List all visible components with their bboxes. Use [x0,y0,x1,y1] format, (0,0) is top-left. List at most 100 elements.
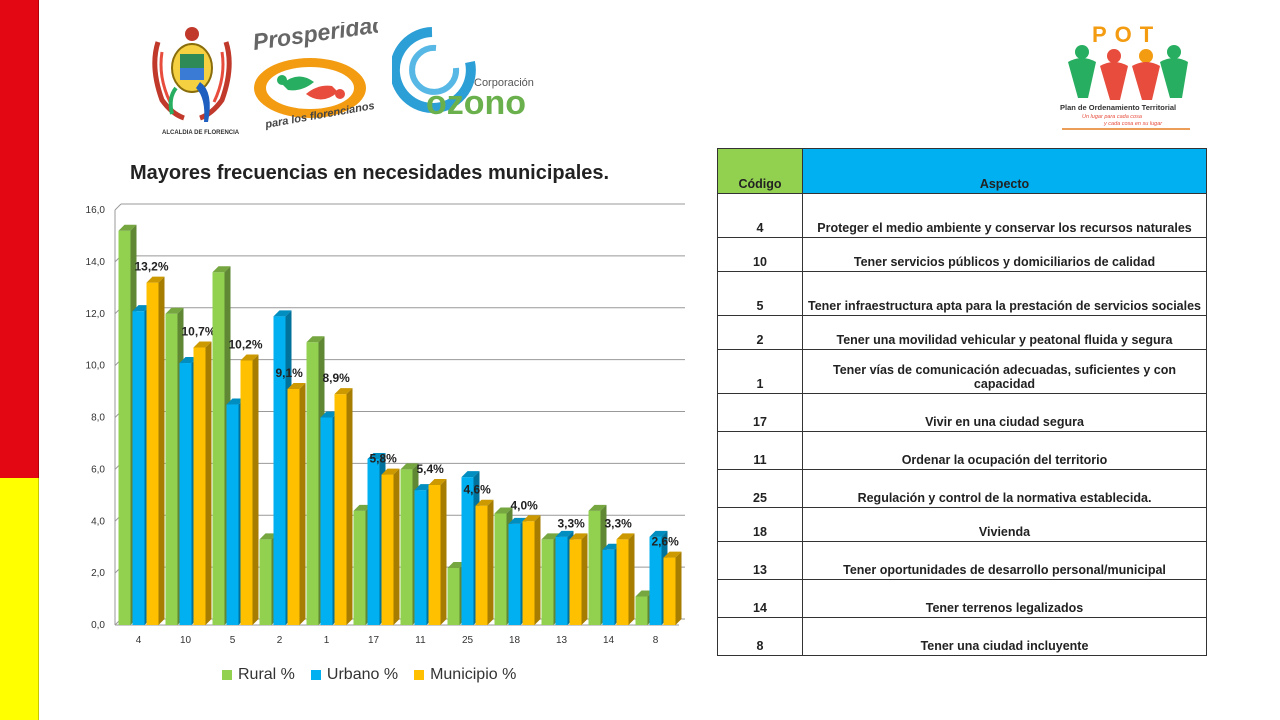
ozono-prefix: Corporación [474,77,534,89]
cell-aspecto: Proteger el medio ambiente y conservar l… [802,193,1207,238]
header-codigo: Código [717,148,803,194]
cell-aspecto: Regulación y control de la normativa est… [802,469,1207,508]
bar-side [581,533,588,625]
bar-urbano [179,363,192,625]
y-tick-label: 0,0 [91,620,105,631]
bar-side [628,533,635,625]
legend-item-municipio: Municipio % [414,666,516,684]
bar-urbano [320,417,333,625]
cell-aspecto: Tener infraestructura apta para la prest… [802,271,1207,316]
table-row: 10 Tener servicios públicos y domiciliari… [717,237,1207,272]
pot-logo-icon: POT Plan de Ordenamiento Territorial Un … [1060,22,1190,130]
data-label: 3,3% [605,516,633,530]
x-tick-label: 18 [509,635,521,646]
cell-codigo: 10 [717,237,803,272]
data-label: 13,2% [135,260,169,274]
bar-rural [118,230,131,625]
x-tick-label: 2 [277,635,283,646]
bar-chart: 0,0 2,0 4,0 6,0 8,0 10,0 12,0 14,0 16,0 13,2% 4 10,… [86,203,685,646]
cell-aspecto: Ordenar la ocupación del territorio [802,431,1207,470]
cell-aspecto: Tener oportunidades de desarrollo person… [802,541,1207,580]
bar-urbano [461,477,474,625]
flag-stripe-yellow [0,478,39,720]
cell-codigo: 14 [717,579,803,618]
cell-aspecto: Tener una movilidad vehicular y peatonal… [802,315,1207,350]
data-label: 5,4% [417,462,445,476]
table-row: 1 Tener vías de comunicación adecuadas, s… [717,349,1207,394]
bar-rural [635,596,648,625]
table-row: 4 Proteger el medio ambiente y conservar … [717,193,1207,238]
header-aspecto: Aspecto [802,148,1207,194]
data-label: 9,1% [276,366,304,380]
bar-urbano [508,523,521,625]
bar-side [487,499,494,625]
bar-side [534,515,541,625]
bar-urbano [367,459,380,625]
cell-aspecto: Tener una ciudad incluyente [802,617,1207,656]
bar-municipio [428,484,441,625]
cell-aspecto: Vivienda [802,507,1207,542]
data-label: 5,8% [370,452,398,466]
y-tick-label: 6,0 [91,464,105,475]
data-label: 10,2% [229,337,263,351]
bar-municipio [381,474,394,625]
bar-municipio [616,539,629,625]
pot-acronym: POT [1092,22,1161,47]
pot-logo: POT Plan de Ordenamiento Territorial Un … [1058,20,1194,132]
bar-municipio [287,388,300,625]
bar-urbano [555,536,568,625]
table-row: 17 Vivir en una ciudad segura [717,393,1207,432]
bar-side [158,276,165,625]
prosperidad-title: Prosperidad [251,22,378,55]
bar-rural [259,539,272,625]
cell-aspecto: Tener terrenos legalizados [802,579,1207,618]
prosperidad-logo-icon: Prosperidad para los florencianos [251,10,388,131]
table-row: 18 Vivienda [717,507,1207,542]
data-label: 2,6% [652,535,680,549]
cell-codigo: 17 [717,393,803,432]
alcaldia-logo: ALCALDIA DE FLORENCIA [148,22,239,140]
bar-urbano [273,316,286,625]
prosperidad-logo: Prosperidad para los florencianos [248,10,388,134]
bar-rural [353,510,366,625]
ozono-logo-icon: Corporación ozono [389,27,534,122]
bar-rural [494,513,507,625]
flag-stripe-red [0,0,39,478]
y-tick-label: 12,0 [86,309,106,320]
table-row: 25 Regulación y control de la normativa e… [717,469,1207,508]
pot-slogan-2: y cada cosa en su lugar [1103,121,1163,127]
x-tick-label: 14 [603,635,615,646]
x-tick-label: 1 [324,635,330,646]
pot-name: Plan de Ordenamiento Territorial [1060,103,1176,112]
bar-municipio [193,347,206,625]
data-label: 3,3% [558,516,586,530]
x-tick-label: 11 [415,635,426,646]
cell-codigo: 18 [717,507,803,542]
bar-rural [165,313,178,625]
table-row: 2 Tener una movilidad vehicular y peatona… [717,315,1207,350]
bar-rural [588,510,601,625]
chart-title: Mayores frecuencias en necesidades munic… [130,162,610,184]
data-label: 4,0% [511,498,539,512]
bar-municipio [522,521,535,625]
bar-municipio [146,282,159,625]
x-tick-label: 17 [368,635,380,646]
y-tick-label: 14,0 [86,257,106,268]
cell-aspecto: Tener vías de comunicación adecuadas, su… [802,349,1207,394]
aspects-table: Código Aspecto 4 Proteger el medio ambien… [717,148,1207,656]
bar-rural [400,469,413,625]
cell-codigo: 2 [717,315,803,350]
table-row: 14 Tener terrenos legalizados [717,579,1207,618]
bar-rural [212,272,225,625]
y-tick-label: 8,0 [91,413,105,424]
bar-urbano [602,549,615,625]
table-row: 11 Ordenar la ocupación del territorio [717,431,1207,470]
legend-label-municipio: Municipio % [430,666,517,683]
coat-of-arms-icon [152,27,232,122]
table-row: 5 Tener infraestructura apta para la pres… [717,271,1207,316]
legend-swatch-urbano [310,670,321,680]
data-label: 8,9% [323,371,351,385]
cell-codigo: 1 [717,349,803,394]
table-row: 13 Tener oportunidades de desarrollo pers… [717,541,1207,580]
legend-swatch-municipio [414,670,425,680]
